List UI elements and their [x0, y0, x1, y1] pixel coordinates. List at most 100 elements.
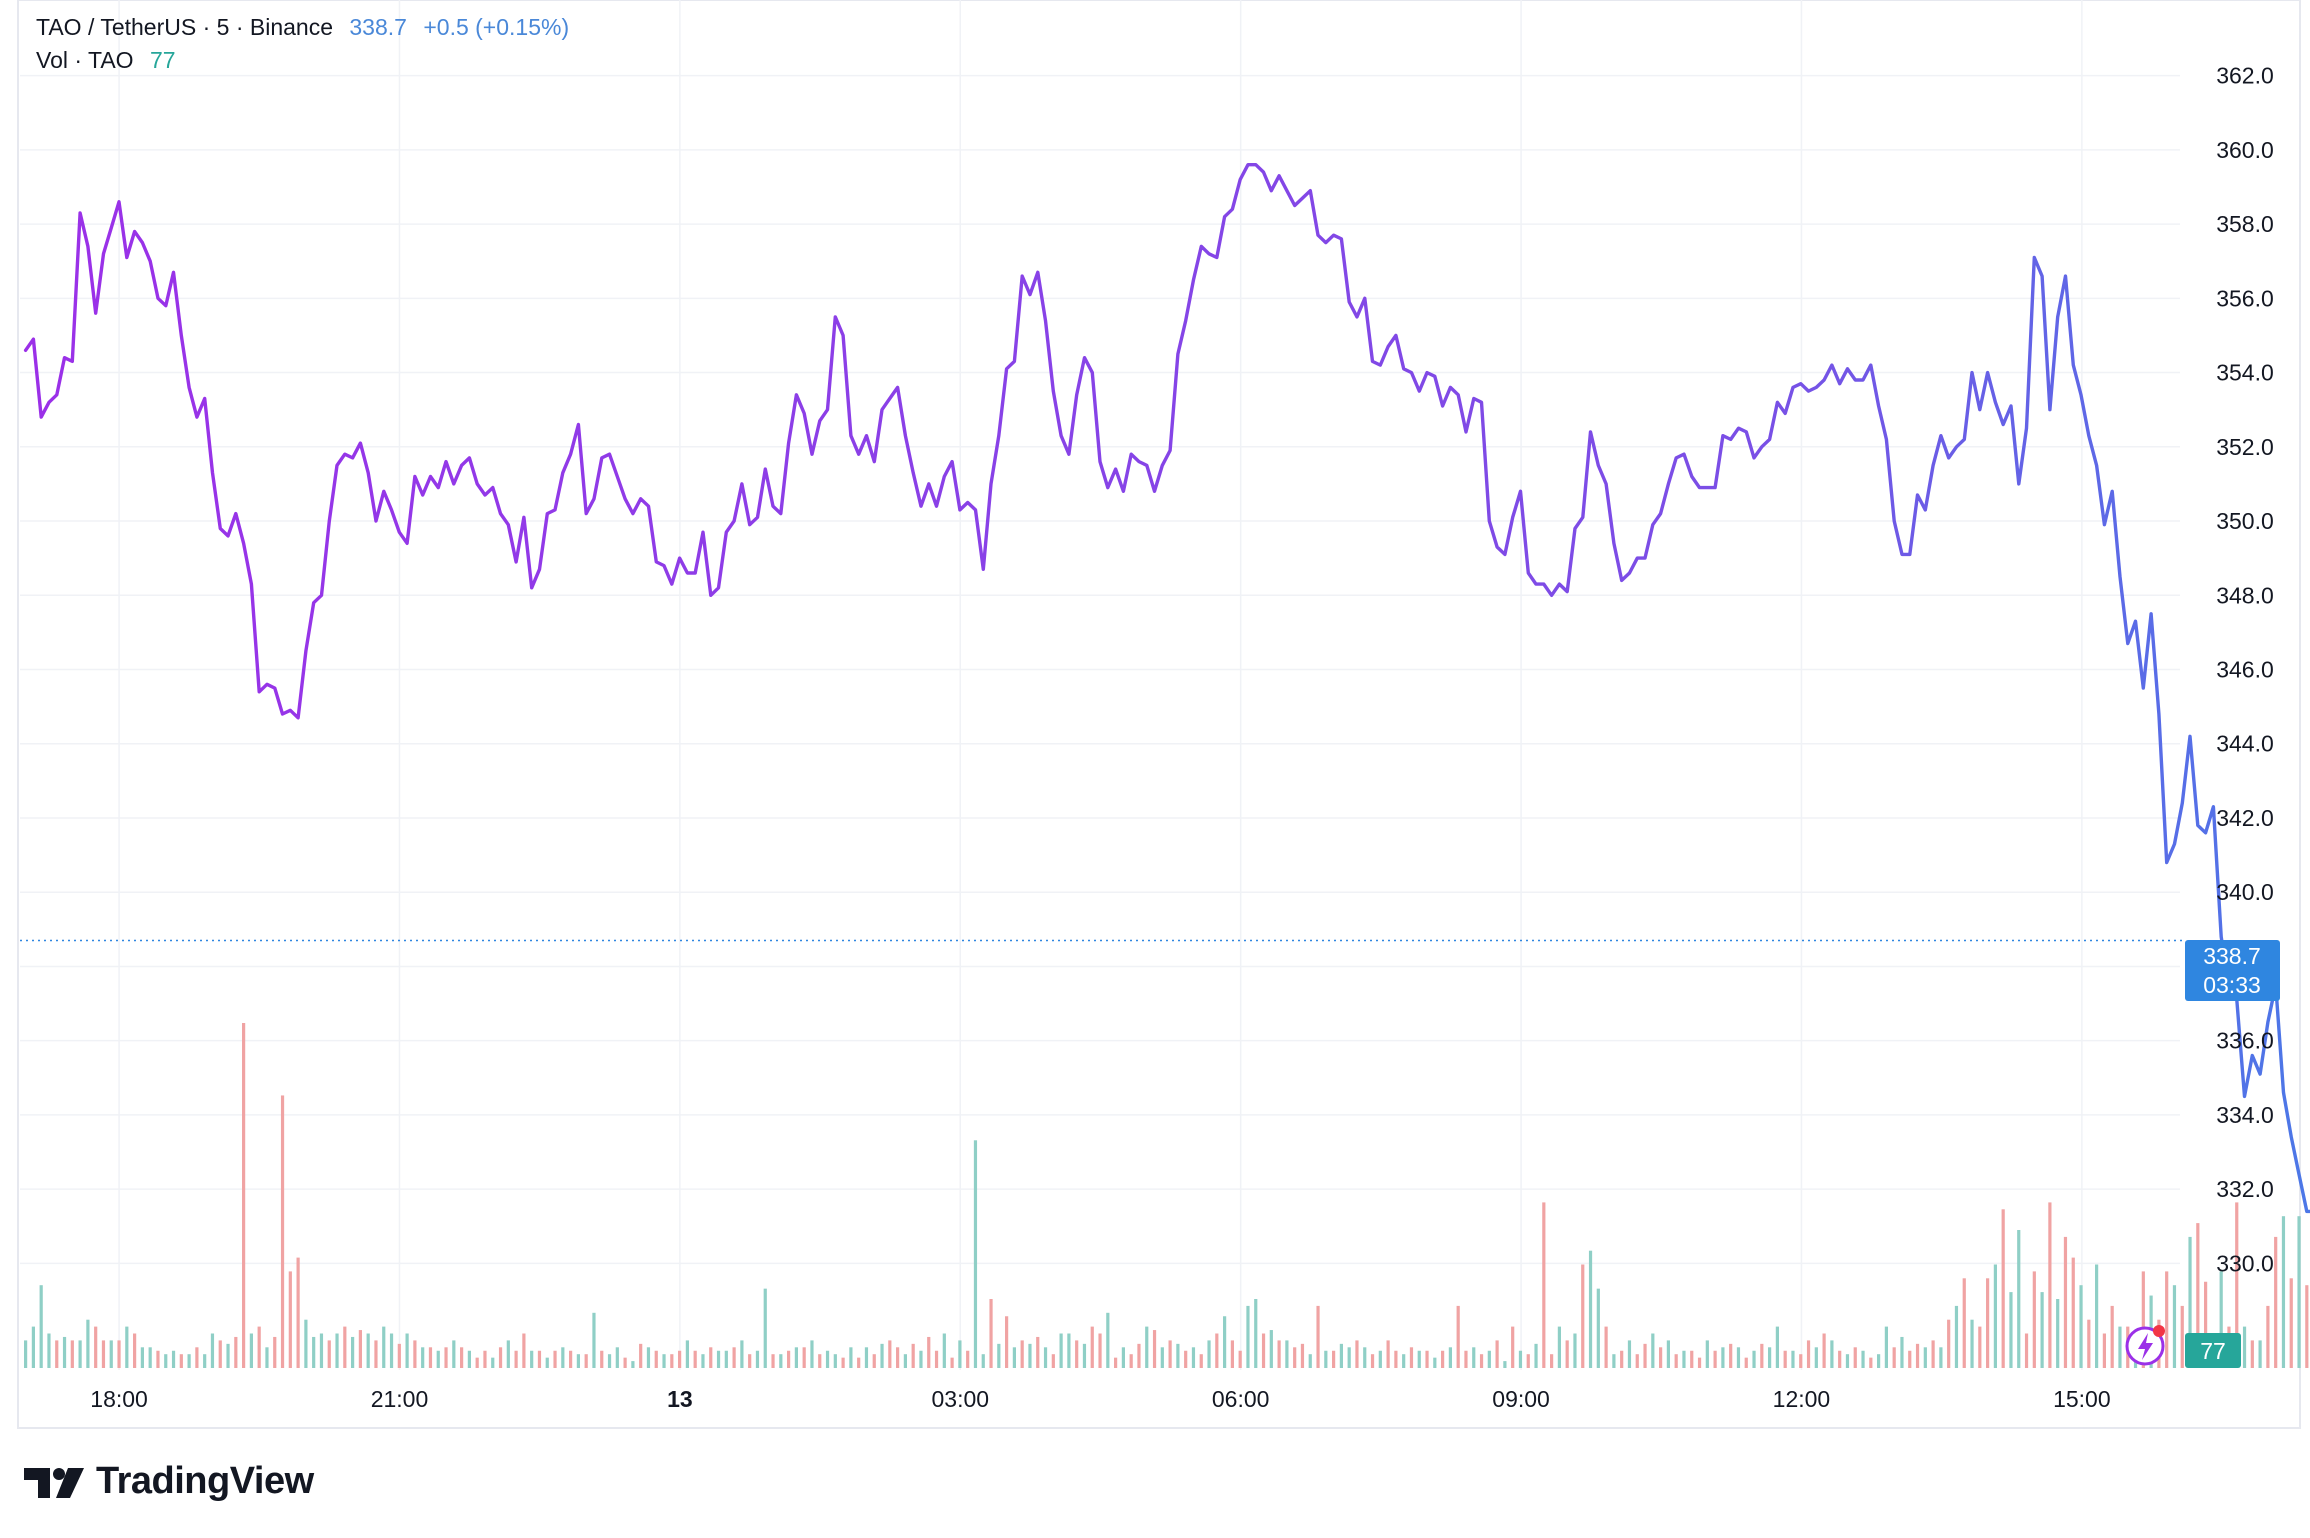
volume-bar [724, 1350, 728, 1368]
volume-bar [903, 1354, 907, 1368]
volume-bar [2102, 1333, 2106, 1368]
x-tick-label: 21:00 [371, 1386, 429, 1412]
volume-bar [1970, 1319, 1974, 1368]
volume-bar [1635, 1354, 1639, 1368]
volume-bar [1448, 1347, 1452, 1368]
volume-bar [1962, 1278, 1966, 1368]
volume-bar [1479, 1354, 1484, 1368]
volume-bar [1791, 1350, 1795, 1368]
volume-bar [2040, 1292, 2044, 1368]
volume-bar [615, 1347, 619, 1368]
volume-bar [2266, 1305, 2270, 1368]
volume-bar [343, 1326, 347, 1368]
volume-bar [265, 1347, 269, 1368]
volume-bar [537, 1350, 542, 1368]
volume-bar [1441, 1350, 1445, 1368]
volume-bar [1993, 1264, 1997, 1368]
volume-title[interactable]: Vol · TAO [36, 47, 134, 73]
volume-bar [1300, 1343, 1305, 1368]
volume-bar [498, 1347, 503, 1368]
volume-bar [748, 1354, 752, 1368]
volume-bar [436, 1350, 440, 1368]
volume-bar [491, 1357, 495, 1368]
volume-bar [1207, 1340, 1211, 1368]
volume-bar [1114, 1357, 1118, 1368]
volume-bar [1604, 1326, 1608, 1368]
volume-bar [880, 1343, 884, 1368]
volume-bar [670, 1354, 674, 1368]
y-tick-label: 334.0 [2216, 1102, 2274, 1128]
volume-bar [1464, 1350, 1468, 1368]
volume-bar [1075, 1340, 1079, 1368]
volume-bar [888, 1340, 892, 1368]
volume-bar [62, 1336, 67, 1368]
volume-bar [740, 1340, 744, 1368]
volume-bar [950, 1357, 954, 1368]
volume-bar [195, 1347, 199, 1368]
volume-bar [810, 1340, 814, 1368]
y-tick-label: 350.0 [2216, 508, 2274, 534]
symbol-title[interactable]: TAO / TetherUS · 5 · Binance [36, 14, 333, 40]
volume-bar [1729, 1343, 1733, 1368]
volume-bar [1332, 1350, 1336, 1368]
volume-bar [1915, 1343, 1920, 1368]
volume-bar [2001, 1209, 2005, 1368]
volume-bar [1768, 1347, 1772, 1368]
volume-bar [1152, 1330, 1157, 1368]
price-line [23, 163, 2310, 1214]
volume-bar [2172, 1285, 2177, 1368]
volume-bar [1285, 1340, 1289, 1368]
volume-bar [825, 1350, 830, 1368]
volume-bar [1090, 1326, 1094, 1368]
volume-bar [1947, 1319, 1951, 1368]
volume-bar [1674, 1354, 1678, 1368]
volume-bar [1082, 1343, 1087, 1368]
volume-bar [1581, 1264, 1585, 1368]
volume-bar [1557, 1326, 1561, 1368]
volume-bar [1456, 1305, 1460, 1368]
volume-bar [1223, 1316, 1227, 1368]
volume-bar [2281, 1216, 2286, 1368]
tradingview-logo[interactable]: TradingView [24, 1460, 314, 1503]
volume-bar [794, 1347, 798, 1368]
volume-bar [787, 1350, 791, 1368]
y-tick-label: 336.0 [2216, 1028, 2274, 1054]
tradingview-logo-icon [24, 1467, 84, 1498]
volume-bar [506, 1340, 510, 1368]
volume-bar [732, 1347, 736, 1368]
volume-bar [662, 1354, 666, 1368]
volume-bar [1487, 1350, 1491, 1368]
volume-bar [1246, 1305, 1250, 1368]
volume-bar [1721, 1347, 1725, 1368]
volume-bar [156, 1350, 160, 1368]
volume-bar [678, 1350, 682, 1368]
volume-bar [2289, 1278, 2293, 1368]
volume-bar [2017, 1230, 2021, 1368]
volume-bar [709, 1347, 713, 1368]
volume-bar [545, 1357, 549, 1368]
volume-bar [2274, 1236, 2278, 1368]
y-tick-label: 362.0 [2216, 63, 2274, 89]
volume-bar [148, 1347, 152, 1368]
volume-bar [1861, 1350, 1865, 1368]
volume-bar [646, 1347, 651, 1368]
volume-bar [2056, 1299, 2060, 1368]
volume-bar [1775, 1326, 1779, 1368]
volume-bar [514, 1350, 518, 1368]
volume-bar [2032, 1271, 2036, 1368]
y-tick-label: 342.0 [2216, 805, 2274, 831]
y-tick-label: 346.0 [2216, 657, 2274, 683]
volume-bar [2204, 1281, 2208, 1368]
volume-bar [553, 1350, 557, 1368]
volume-bar [1651, 1333, 1655, 1368]
volume-bar [1830, 1340, 1834, 1368]
x-tick-label: 09:00 [1492, 1386, 1550, 1412]
last-price-badge: 338.7 03:33 [2185, 940, 2280, 1001]
volume-bar [2188, 1236, 2192, 1368]
volume-bar [1783, 1350, 1787, 1368]
lightning-alert-icon[interactable] [2125, 1325, 2165, 1366]
volume-bar [1877, 1354, 1881, 1368]
volume-bar [1534, 1343, 1538, 1368]
volume-bar [133, 1333, 137, 1368]
